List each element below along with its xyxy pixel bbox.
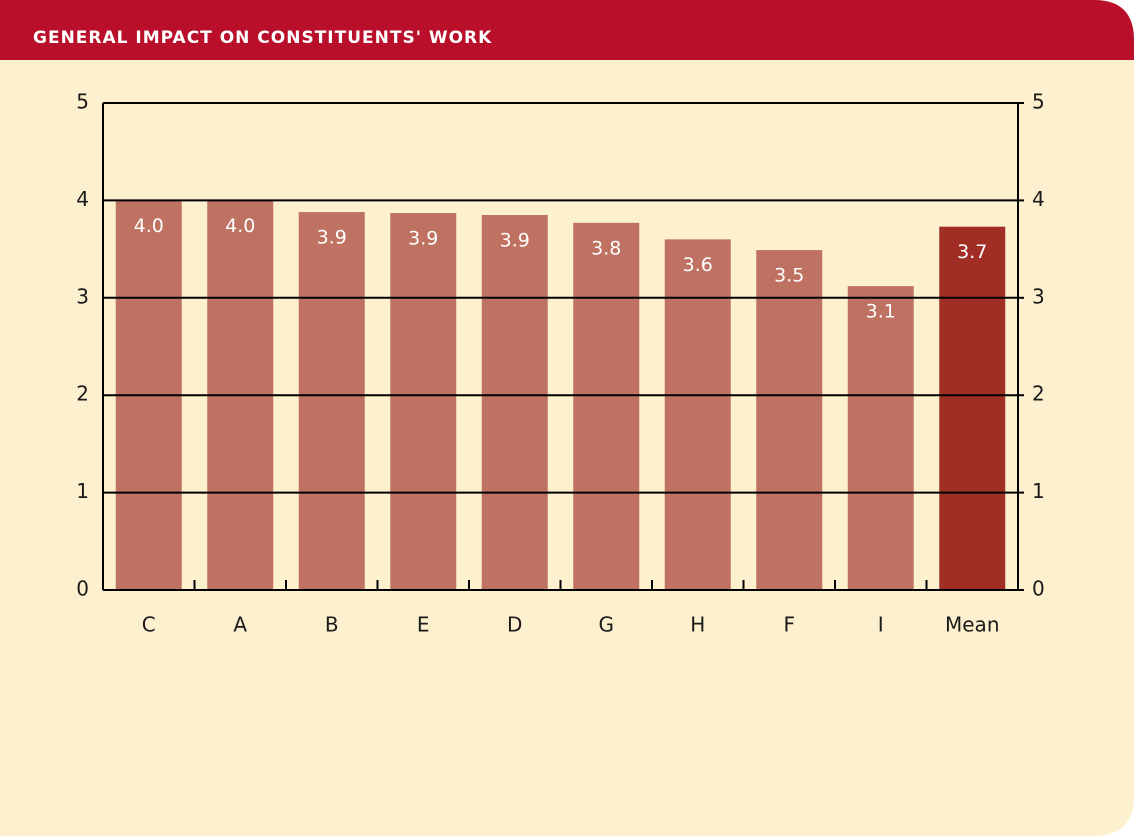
data-label: 3.9 [408, 228, 438, 250]
x-tick-label: E [417, 613, 430, 637]
bar [481, 215, 548, 590]
x-tick-label: C [142, 613, 156, 637]
data-label: 3.6 [683, 254, 713, 276]
y2-tick-label: 5 [1032, 90, 1045, 114]
x-tick-label: H [690, 613, 705, 637]
x-tick-label: F [783, 613, 795, 637]
data-label: 4.0 [134, 215, 164, 237]
bar [298, 212, 365, 590]
data-label: 3.7 [957, 241, 987, 263]
y2-tick-label: 3 [1032, 284, 1045, 308]
x-tick-label: B [325, 613, 339, 637]
bar [390, 213, 457, 590]
y-tick-label: 4 [76, 187, 89, 211]
chart-title: GENERAL IMPACT ON CONSTITUENTS' WORK [33, 28, 492, 48]
data-label: 4.0 [225, 215, 255, 237]
bar [939, 226, 1006, 590]
y-tick-label: 5 [76, 90, 89, 114]
y-tick-label: 3 [76, 284, 89, 308]
y2-tick-label: 2 [1032, 382, 1045, 406]
x-tick-label: D [507, 613, 522, 637]
bar [756, 250, 823, 590]
data-label: 3.5 [774, 265, 804, 287]
y2-tick-label: 1 [1032, 479, 1045, 503]
y-tick-label: 0 [76, 577, 89, 601]
data-label: 3.9 [317, 227, 347, 249]
y-tick-label: 2 [76, 382, 89, 406]
x-tick-label: Mean [945, 613, 1000, 637]
panel-header [0, 0, 1134, 60]
y-tick-label: 1 [76, 479, 89, 503]
bar [664, 239, 731, 591]
bar [847, 286, 914, 590]
x-tick-label: A [233, 613, 247, 637]
data-label: 3.1 [866, 301, 896, 323]
y2-tick-label: 4 [1032, 187, 1045, 211]
data-label: 3.8 [591, 237, 621, 259]
bar [573, 222, 640, 590]
x-tick-label: I [878, 613, 884, 637]
data-label: 3.9 [500, 230, 530, 252]
x-tick-label: G [599, 613, 615, 637]
y2-tick-label: 0 [1032, 577, 1045, 601]
